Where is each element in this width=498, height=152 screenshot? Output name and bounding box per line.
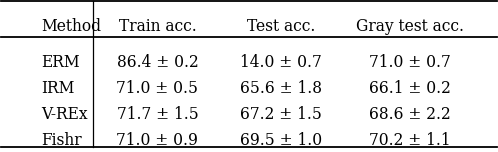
Text: 69.5 ± 1.0: 69.5 ± 1.0 — [240, 132, 322, 149]
Text: 66.1 ± 0.2: 66.1 ± 0.2 — [369, 80, 451, 97]
Text: 67.2 ± 1.5: 67.2 ± 1.5 — [240, 105, 322, 123]
Text: Test acc.: Test acc. — [247, 18, 315, 35]
Text: 71.7 ± 1.5: 71.7 ± 1.5 — [117, 105, 198, 123]
Text: 65.6 ± 1.8: 65.6 ± 1.8 — [240, 80, 322, 97]
Text: 71.0 ± 0.5: 71.0 ± 0.5 — [117, 80, 198, 97]
Text: 71.0 ± 0.7: 71.0 ± 0.7 — [369, 54, 451, 71]
Text: 86.4 ± 0.2: 86.4 ± 0.2 — [117, 54, 198, 71]
Text: Fishr: Fishr — [41, 132, 82, 149]
Text: 14.0 ± 0.7: 14.0 ± 0.7 — [241, 54, 322, 71]
Text: Gray test acc.: Gray test acc. — [356, 18, 464, 35]
Text: Train acc.: Train acc. — [119, 18, 196, 35]
Text: Method: Method — [41, 18, 101, 35]
Text: 68.6 ± 2.2: 68.6 ± 2.2 — [369, 105, 451, 123]
Text: ERM: ERM — [41, 54, 80, 71]
Text: 70.2 ± 1.1: 70.2 ± 1.1 — [369, 132, 451, 149]
Text: 71.0 ± 0.9: 71.0 ± 0.9 — [117, 132, 198, 149]
Text: V-REx: V-REx — [41, 105, 88, 123]
Text: IRM: IRM — [41, 80, 74, 97]
